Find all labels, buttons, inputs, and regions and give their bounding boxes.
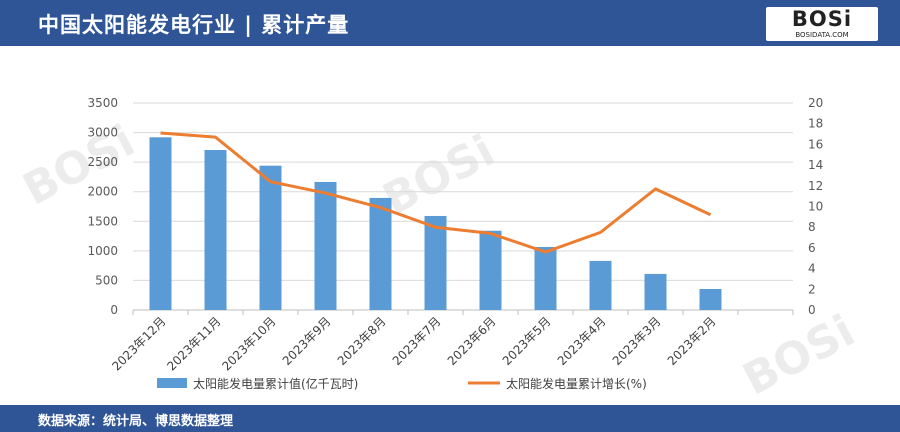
legend-line-label: 太阳能发电量累计增长(%) <box>506 376 647 391</box>
y-right-tick-label: 6 <box>808 241 816 255</box>
legend-bar-label: 太阳能发电量累计值(亿千瓦时) <box>193 376 358 391</box>
bar <box>424 215 447 310</box>
x-tick-label: 2023年9月 <box>280 314 334 368</box>
y-right-tick-label: 16 <box>808 137 823 151</box>
bar <box>534 247 557 310</box>
y-right-tick-label: 4 <box>808 262 816 276</box>
bar <box>259 165 282 310</box>
bar <box>699 289 722 310</box>
chart: 0 500 1000 1500 2000 2500 3000 3500 0 2 4 6 8 10 12 14 1… <box>87 96 823 391</box>
logo-subtext: BOSIDATA.COM <box>795 31 849 39</box>
data-source: 数据来源：统计局、博思数据整理 <box>38 414 234 429</box>
x-tick-label: 2023年10月 <box>219 314 278 373</box>
header-bar: 中国太阳能发电行业 | 累计产量 BOSi BOSIDATA.COM <box>0 0 900 46</box>
y-right-tick-label: 8 <box>808 220 816 234</box>
y-right-tick-label: 2 <box>808 282 816 296</box>
bar <box>479 230 502 310</box>
bosi-logo: BOSi BOSIDATA.COM <box>766 7 878 41</box>
x-tick-label: 2023年11月 <box>164 314 223 373</box>
x-tick-label: 2023年8月 <box>335 314 389 368</box>
y-right-tick-label: 10 <box>808 200 823 214</box>
legend-bar-swatch <box>157 378 187 388</box>
y-left-tick-label: 0 <box>110 303 118 317</box>
y-left-tick-label: 500 <box>95 273 118 287</box>
logo-text: BOSi <box>791 7 853 31</box>
y-right-tick-label: 20 <box>808 96 823 110</box>
x-tick-label: 2023年7月 <box>390 314 444 368</box>
x-tick-label: 2023年6月 <box>445 314 499 368</box>
page-title: 中国太阳能发电行业 | 累计产量 <box>38 13 350 37</box>
bar <box>369 197 392 310</box>
y-left-tick-label: 3500 <box>87 96 118 110</box>
y-left-tick-label: 1000 <box>87 244 118 258</box>
bar <box>644 273 667 310</box>
y-right-tick-label: 14 <box>808 158 823 172</box>
x-tick-label: 2023年3月 <box>610 314 664 368</box>
y-left-tick-label: 2000 <box>87 185 118 199</box>
footer-bar: 数据来源：统计局、博思数据整理 <box>0 405 900 432</box>
y-left-tick-label: 2500 <box>87 155 118 169</box>
bar <box>149 137 172 310</box>
y-right-tick-label: 18 <box>808 117 823 131</box>
x-tick-label: 2023年4月 <box>555 314 609 368</box>
x-tick-label: 2023年5月 <box>500 314 554 368</box>
y-right-tick-label: 0 <box>808 303 816 317</box>
x-tick-label: 2023年12月 <box>109 314 168 373</box>
bar <box>314 181 337 310</box>
y-left-tick-label: 1500 <box>87 214 118 228</box>
y-left-tick-label: 3000 <box>87 126 118 140</box>
x-tick-label: 2023年2月 <box>665 314 719 368</box>
y-right-tick-label: 12 <box>808 179 823 193</box>
bar <box>589 260 612 310</box>
bar <box>204 150 227 310</box>
